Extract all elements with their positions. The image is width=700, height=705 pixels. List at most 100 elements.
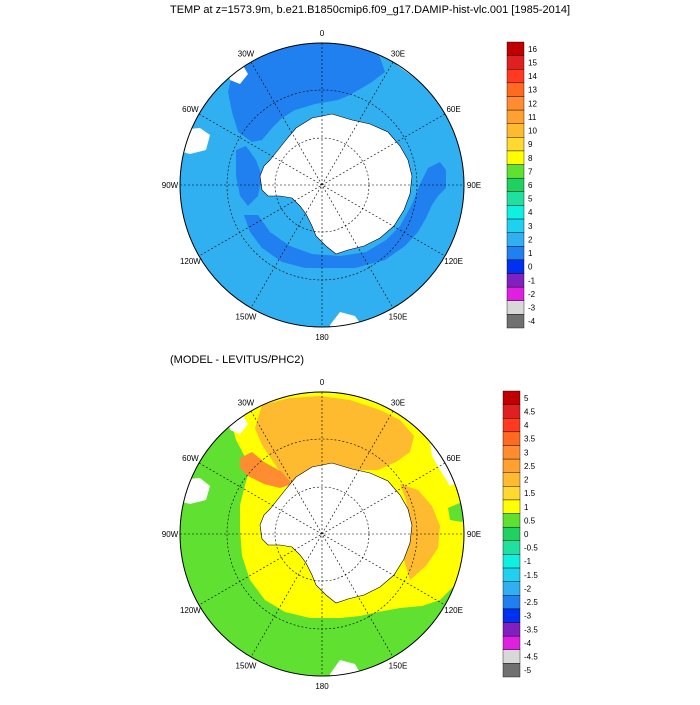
- bottom-colorbar-box: [502, 445, 521, 460]
- bottom-longitude-labels: 0 30E 60E 90E 120E 150E 180 150W 120W 90W 60W 30W: [162, 378, 481, 691]
- bottom-colorbar-box: [502, 390, 521, 405]
- top-colorbar-label: 16: [528, 45, 537, 54]
- top-colorbar-label: 6: [528, 181, 533, 190]
- bottom-colorbar-box: [502, 472, 521, 487]
- bottom-lon-label: 120W: [180, 606, 201, 615]
- bottom-lon-label: 90W: [162, 530, 179, 539]
- bottom-lon-label: 60W: [182, 454, 199, 463]
- top-colorbar-box: [506, 300, 525, 315]
- top-lon-label: 30E: [391, 49, 405, 58]
- bottom-colorbar-box: [502, 540, 521, 555]
- bottom-colorbar-label: -2.5: [524, 598, 538, 607]
- top-lon-label: 120E: [444, 257, 463, 266]
- top-colorbar-box: [506, 191, 525, 206]
- bottom-colorbar-label: 2.5: [524, 462, 536, 471]
- bottom-colorbar-label: -2: [524, 585, 532, 594]
- bottom-colorbar-label: -3: [524, 612, 532, 621]
- bottom-lon-label: 180: [315, 682, 329, 691]
- top-colorbar-box: [506, 69, 525, 84]
- bottom-lon-label: 0: [320, 378, 325, 387]
- bottom-field-light-orange: [255, 396, 414, 488]
- bottom-colorbar-box: [502, 458, 521, 473]
- top-colorbar-label: 12: [528, 99, 537, 108]
- bottom-polar-map: 0 30E 60E 90E 120E 150E 180 150W 120W 90W 60W 30W: [162, 378, 481, 691]
- bottom-map-border: [179, 391, 465, 677]
- top-colorbar-label: 1: [528, 249, 533, 258]
- top-colorbar-label: 3: [528, 222, 533, 231]
- top-colorbar-box: [506, 232, 525, 247]
- bottom-colorbar-label: -0.5: [524, 544, 538, 553]
- top-colorbar-box: [506, 164, 525, 179]
- bottom-colorbar-label: -4.5: [524, 653, 538, 662]
- top-colorbar-label: 2: [528, 236, 533, 245]
- bottom-colorbar-box: [502, 513, 521, 528]
- top-colorbar-box: [506, 286, 525, 301]
- top-colorbar-label: 15: [528, 58, 537, 67]
- top-lon-label: 60W: [182, 105, 199, 114]
- bottom-colorbar-label: -3.5: [524, 625, 538, 634]
- top-colorbar-label: 14: [528, 72, 537, 81]
- top-colorbar-label: 13: [528, 86, 537, 95]
- bottom-field-dark-orange: [240, 452, 292, 488]
- bottom-colorbar-label: 3.5: [524, 435, 536, 444]
- bottom-colorbar-box: [502, 486, 521, 501]
- top-ocean-blue-peninsula: [236, 146, 262, 206]
- top-lon-label: 0: [320, 29, 325, 38]
- bottom-lon-label: 60E: [446, 454, 460, 463]
- top-map-border: [179, 42, 465, 328]
- top-colorbar-box: [506, 41, 525, 56]
- top-colorbar-box: [506, 55, 525, 70]
- top-ocean-blue-region: [228, 43, 385, 142]
- top-colorbar-box: [506, 123, 525, 138]
- bottom-colorbar-box: [502, 554, 521, 569]
- top-lon-label: 120W: [180, 257, 201, 266]
- top-lon-label: 30W: [238, 49, 255, 58]
- top-colorbar-box: [506, 205, 525, 220]
- top-land-white-w: [180, 128, 210, 154]
- top-colorbar-label: 4: [528, 208, 533, 217]
- bottom-colorbar-box: [502, 581, 521, 596]
- top-colorbar-box: [506, 137, 525, 152]
- bottom-land-white-w: [180, 478, 210, 504]
- bottom-colorbar-label: 5: [524, 394, 529, 403]
- top-colorbar-box: [506, 246, 525, 261]
- top-colorbar-box: [506, 218, 525, 233]
- top-colorbar-box: [506, 82, 525, 97]
- bottom-colorbar-box: [502, 608, 521, 623]
- top-lon-label: 150E: [389, 313, 408, 322]
- bottom-lon-label: 90E: [467, 530, 481, 539]
- bottom-colorbar-box: [502, 499, 521, 514]
- top-colorbar-label: -4: [528, 317, 536, 326]
- bottom-lon-label: 30W: [238, 398, 255, 407]
- bottom-map-title: (MODEL - LEVITUS/PHC2): [170, 354, 305, 366]
- top-colorbar-label: -3: [528, 304, 536, 313]
- top-lon-label: 60E: [446, 105, 460, 114]
- top-ocean-blue-ring: [244, 162, 446, 268]
- top-polar-map: 0 30E 60E 90E 120E 150E 180 150W 120W 90W 60W 30W: [162, 29, 481, 342]
- bottom-colorbar-box: [502, 431, 521, 446]
- bottom-lon-label: 150W: [236, 662, 257, 671]
- top-colorbar-box: [506, 314, 525, 329]
- bottom-colorbar-box: [502, 622, 521, 637]
- bottom-colorbar-box: [502, 649, 521, 664]
- bottom-colorbar-label: 1.5: [524, 489, 536, 498]
- bottom-antarctica: [259, 462, 413, 604]
- bottom-colorbar-box: [502, 595, 521, 610]
- top-map-title: TEMP at z=1573.9m, b.e21.B1850cmip6.f09_…: [170, 4, 571, 16]
- bottom-colorbar-label: 0.5: [524, 516, 536, 525]
- bottom-colorbar-box: [502, 635, 521, 650]
- top-colorbar-box: [506, 259, 525, 274]
- top-colorbar-box: [506, 96, 525, 111]
- top-colorbar-box: [506, 150, 525, 165]
- top-colorbar-label: 10: [528, 127, 537, 136]
- top-colorbar-label: 0: [528, 263, 533, 272]
- bottom-colorbar-label: -4: [524, 639, 532, 648]
- bottom-colorbar: 5 4.5 4 3.5 3 2.5 2 1.5 1 0.5 0 -0.5 -1 -1.5 -2 -2.5 -3 -…: [502, 390, 538, 678]
- top-colorbar-box: [506, 177, 525, 193]
- top-lon-label: 180: [315, 333, 329, 342]
- bottom-colorbar-box: [502, 404, 521, 419]
- bottom-colorbar-box: [502, 526, 521, 542]
- top-longitude-labels: 0 30E 60E 90E 120E 150E 180 150W 120W 90W 60W 30W: [162, 29, 481, 342]
- bottom-colorbar-label: -1.5: [524, 571, 538, 580]
